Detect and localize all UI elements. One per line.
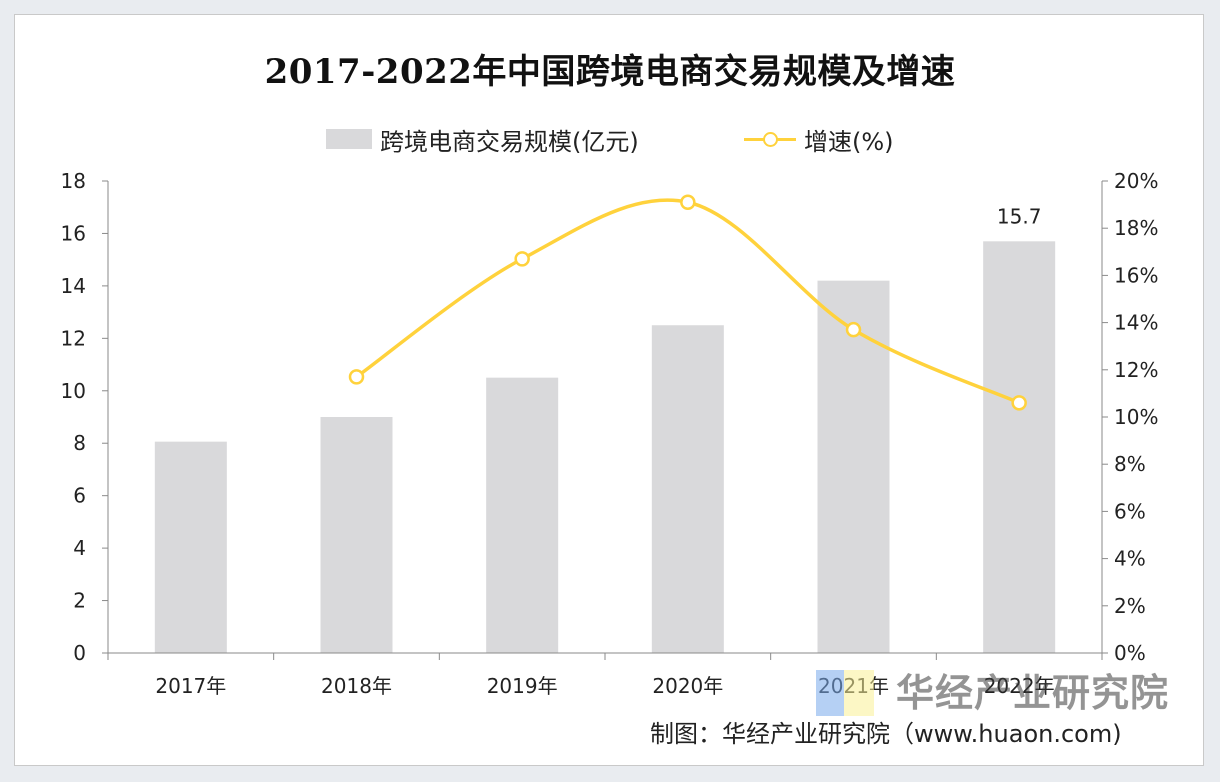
x-tick-label-2: 2019年 xyxy=(487,674,558,698)
y-right-tick-label-7: 14% xyxy=(1114,311,1158,335)
legend-line-swatch xyxy=(744,129,796,149)
y-right-tick-label-2: 4% xyxy=(1114,547,1146,571)
y-left-tick-label-5: 10 xyxy=(61,379,86,403)
y-right-tick-label-6: 12% xyxy=(1114,358,1158,382)
bar-0 xyxy=(154,441,227,653)
y-left-tick-label-7: 14 xyxy=(61,274,86,298)
legend-label-bar: 跨境电商交易规模(亿元) xyxy=(380,127,639,156)
watermark: 华经产业研究院 xyxy=(896,671,1170,715)
x-tick-label-0: 2017年 xyxy=(155,674,226,698)
y-left-tick-label-3: 6 xyxy=(73,484,86,508)
y-right-tick-label-0: 0% xyxy=(1114,641,1146,665)
line-point-1 xyxy=(514,251,530,267)
x-tick-label-3: 2020年 xyxy=(652,674,723,698)
line-point-0 xyxy=(348,369,365,385)
data-label-0: 15.7 xyxy=(997,204,1042,228)
y-right-tick-label-9: 18% xyxy=(1114,216,1158,240)
y-right-tick-label-1: 2% xyxy=(1114,594,1146,618)
chart-title: 2017-2022年中国跨境电商交易规模及增速 xyxy=(264,52,956,92)
y-right-tick-label-8: 16% xyxy=(1114,263,1158,287)
bar-2 xyxy=(486,377,559,653)
x-tick-label-1: 2018年 xyxy=(321,674,392,698)
y-right-tick-label-10: 20% xyxy=(1114,169,1158,193)
y-right-tick-label-3: 6% xyxy=(1114,499,1146,523)
legend-item-line: 增速(%) xyxy=(744,122,894,156)
bar-5 xyxy=(983,241,1056,654)
y-left-tick-label-1: 2 xyxy=(73,589,86,613)
line-point-4 xyxy=(1011,395,1027,411)
source-note: 制图：华经产业研究院（www.huaon.com) xyxy=(650,720,1122,748)
legend-bar-swatch xyxy=(326,129,372,149)
y-right-tick-label-5: 10% xyxy=(1114,405,1158,429)
y-right-tick-label-4: 8% xyxy=(1114,452,1146,476)
y-left-tick-label-6: 12 xyxy=(61,326,86,350)
y-left-tick-label-4: 8 xyxy=(73,431,86,455)
y-left-tick-label-0: 0 xyxy=(73,641,86,665)
bar-3 xyxy=(651,325,724,653)
legend: 跨境电商交易规模(亿元) 增速(%) xyxy=(0,122,1220,156)
y-left-tick-label-2: 4 xyxy=(73,536,86,560)
legend-label-line: 增速(%) xyxy=(804,127,894,156)
y-left-tick-label-9: 18 xyxy=(61,169,86,193)
y-left-tick-label-8: 16 xyxy=(61,221,86,245)
line-point-3 xyxy=(845,321,862,338)
line-point-2 xyxy=(680,194,696,210)
legend-item-bar: 跨境电商交易规模(亿元) xyxy=(326,122,639,156)
bar-1 xyxy=(320,417,393,653)
watermark-logo-icon xyxy=(816,670,874,716)
x-tick-label-5: 2022年 xyxy=(984,674,1055,698)
